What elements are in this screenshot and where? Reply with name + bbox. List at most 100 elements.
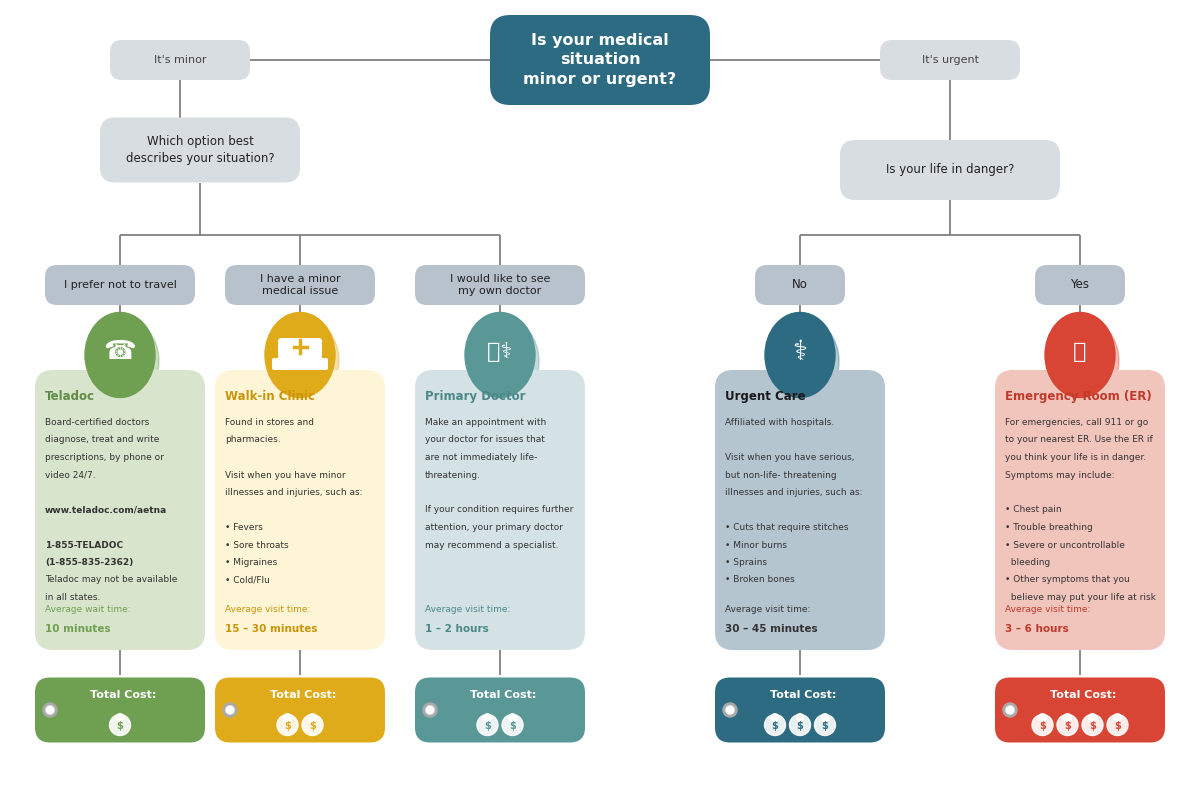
- Text: It's minor: It's minor: [154, 55, 206, 65]
- Text: 10 minutes: 10 minutes: [46, 624, 110, 634]
- FancyBboxPatch shape: [110, 40, 250, 80]
- Text: Visit when you have minor: Visit when you have minor: [226, 470, 346, 479]
- Text: 🏥: 🏥: [1073, 342, 1087, 362]
- Text: illnesses and injuries, such as:: illnesses and injuries, such as:: [725, 488, 863, 497]
- Circle shape: [764, 714, 786, 735]
- Text: ⚕: ⚕: [792, 338, 808, 366]
- Circle shape: [116, 714, 124, 722]
- Text: • Sore throats: • Sore throats: [226, 541, 289, 550]
- Text: Average visit time:: Average visit time:: [226, 605, 311, 614]
- Text: $: $: [310, 721, 316, 731]
- Text: believe may put your life at risk: believe may put your life at risk: [1006, 593, 1156, 602]
- Text: • Broken bones: • Broken bones: [725, 575, 794, 585]
- Circle shape: [302, 714, 323, 735]
- FancyBboxPatch shape: [715, 678, 886, 742]
- Text: Total Cost:: Total Cost:: [1050, 690, 1116, 700]
- Text: Board-certified doctors: Board-certified doctors: [46, 418, 149, 427]
- Text: are not immediately life-: are not immediately life-: [425, 453, 538, 462]
- Text: If your condition requires further: If your condition requires further: [425, 506, 574, 514]
- Ellipse shape: [769, 318, 839, 403]
- Text: Average wait time:: Average wait time:: [46, 605, 131, 614]
- Text: Symptoms may include:: Symptoms may include:: [1006, 470, 1115, 479]
- Text: $: $: [116, 721, 124, 731]
- Text: $: $: [822, 721, 828, 731]
- Text: in all states.: in all states.: [46, 593, 101, 602]
- Text: you think your life is in danger.: you think your life is in danger.: [1006, 453, 1146, 462]
- Ellipse shape: [269, 318, 340, 403]
- Text: $: $: [772, 721, 779, 731]
- Text: 1 – 2 hours: 1 – 2 hours: [425, 624, 488, 634]
- Circle shape: [1039, 714, 1046, 722]
- Circle shape: [1082, 714, 1103, 735]
- FancyBboxPatch shape: [215, 678, 385, 742]
- FancyBboxPatch shape: [46, 265, 194, 305]
- Circle shape: [277, 714, 298, 735]
- Text: • Chest pain: • Chest pain: [1006, 506, 1062, 514]
- Text: Average visit time:: Average visit time:: [725, 605, 810, 614]
- FancyBboxPatch shape: [415, 265, 586, 305]
- FancyBboxPatch shape: [415, 370, 586, 650]
- Text: your doctor for issues that: your doctor for issues that: [425, 435, 545, 445]
- Circle shape: [1088, 714, 1097, 722]
- FancyBboxPatch shape: [272, 358, 328, 370]
- Circle shape: [484, 714, 491, 722]
- FancyBboxPatch shape: [880, 40, 1020, 80]
- Text: Found in stores and: Found in stores and: [226, 418, 314, 427]
- Text: Emergency Room (ER): Emergency Room (ER): [1006, 390, 1152, 403]
- Ellipse shape: [265, 313, 335, 398]
- Circle shape: [797, 714, 804, 722]
- Circle shape: [1032, 714, 1054, 735]
- Ellipse shape: [469, 318, 539, 403]
- Text: • Fevers: • Fevers: [226, 523, 263, 532]
- Text: www.teladoc.com/aetna: www.teladoc.com/aetna: [46, 506, 167, 514]
- FancyBboxPatch shape: [226, 265, 374, 305]
- Circle shape: [426, 706, 434, 714]
- Ellipse shape: [766, 313, 835, 398]
- Ellipse shape: [466, 313, 535, 398]
- FancyBboxPatch shape: [35, 370, 205, 650]
- Circle shape: [226, 706, 234, 714]
- Circle shape: [424, 703, 437, 717]
- FancyBboxPatch shape: [35, 678, 205, 742]
- Text: For emergencies, call 911 or go: For emergencies, call 911 or go: [1006, 418, 1148, 427]
- Text: (1-855-835-2362): (1-855-835-2362): [46, 558, 133, 567]
- Text: video 24/7.: video 24/7.: [46, 470, 96, 479]
- Circle shape: [1006, 706, 1014, 714]
- Text: bleeding: bleeding: [1006, 558, 1050, 567]
- Circle shape: [46, 706, 54, 714]
- Circle shape: [1108, 714, 1128, 735]
- Text: $: $: [1114, 721, 1121, 731]
- Circle shape: [815, 714, 835, 735]
- Circle shape: [726, 706, 734, 714]
- Text: Urgent Care: Urgent Care: [725, 390, 805, 403]
- Text: It's urgent: It's urgent: [922, 55, 978, 65]
- FancyBboxPatch shape: [755, 265, 845, 305]
- Ellipse shape: [1045, 313, 1115, 398]
- Text: $: $: [1039, 721, 1046, 731]
- Text: Make an appointment with: Make an appointment with: [425, 418, 546, 427]
- Text: Total Cost:: Total Cost:: [770, 690, 836, 700]
- Circle shape: [772, 714, 779, 722]
- Text: Average visit time:: Average visit time:: [1006, 605, 1091, 614]
- Text: Teladoc: Teladoc: [46, 390, 95, 403]
- Ellipse shape: [89, 318, 158, 403]
- FancyBboxPatch shape: [995, 678, 1165, 742]
- Text: • Sprains: • Sprains: [725, 558, 767, 567]
- Circle shape: [1003, 703, 1018, 717]
- Circle shape: [502, 714, 523, 735]
- Text: Primary Doctor: Primary Doctor: [425, 390, 526, 403]
- Text: 1-855-TELADOC: 1-855-TELADOC: [46, 541, 124, 550]
- Text: $: $: [1064, 721, 1070, 731]
- Circle shape: [1057, 714, 1078, 735]
- Ellipse shape: [85, 313, 155, 398]
- FancyBboxPatch shape: [278, 338, 322, 360]
- Circle shape: [821, 714, 829, 722]
- Text: 15 – 30 minutes: 15 – 30 minutes: [226, 624, 318, 634]
- Text: Total Cost:: Total Cost:: [470, 690, 536, 700]
- Circle shape: [1114, 714, 1121, 722]
- Text: Walk-in Clinic: Walk-in Clinic: [226, 390, 314, 403]
- Circle shape: [509, 714, 516, 722]
- Text: but non-life- threatening: but non-life- threatening: [725, 470, 836, 479]
- Text: Total Cost:: Total Cost:: [270, 690, 336, 700]
- Text: threatening.: threatening.: [425, 470, 481, 479]
